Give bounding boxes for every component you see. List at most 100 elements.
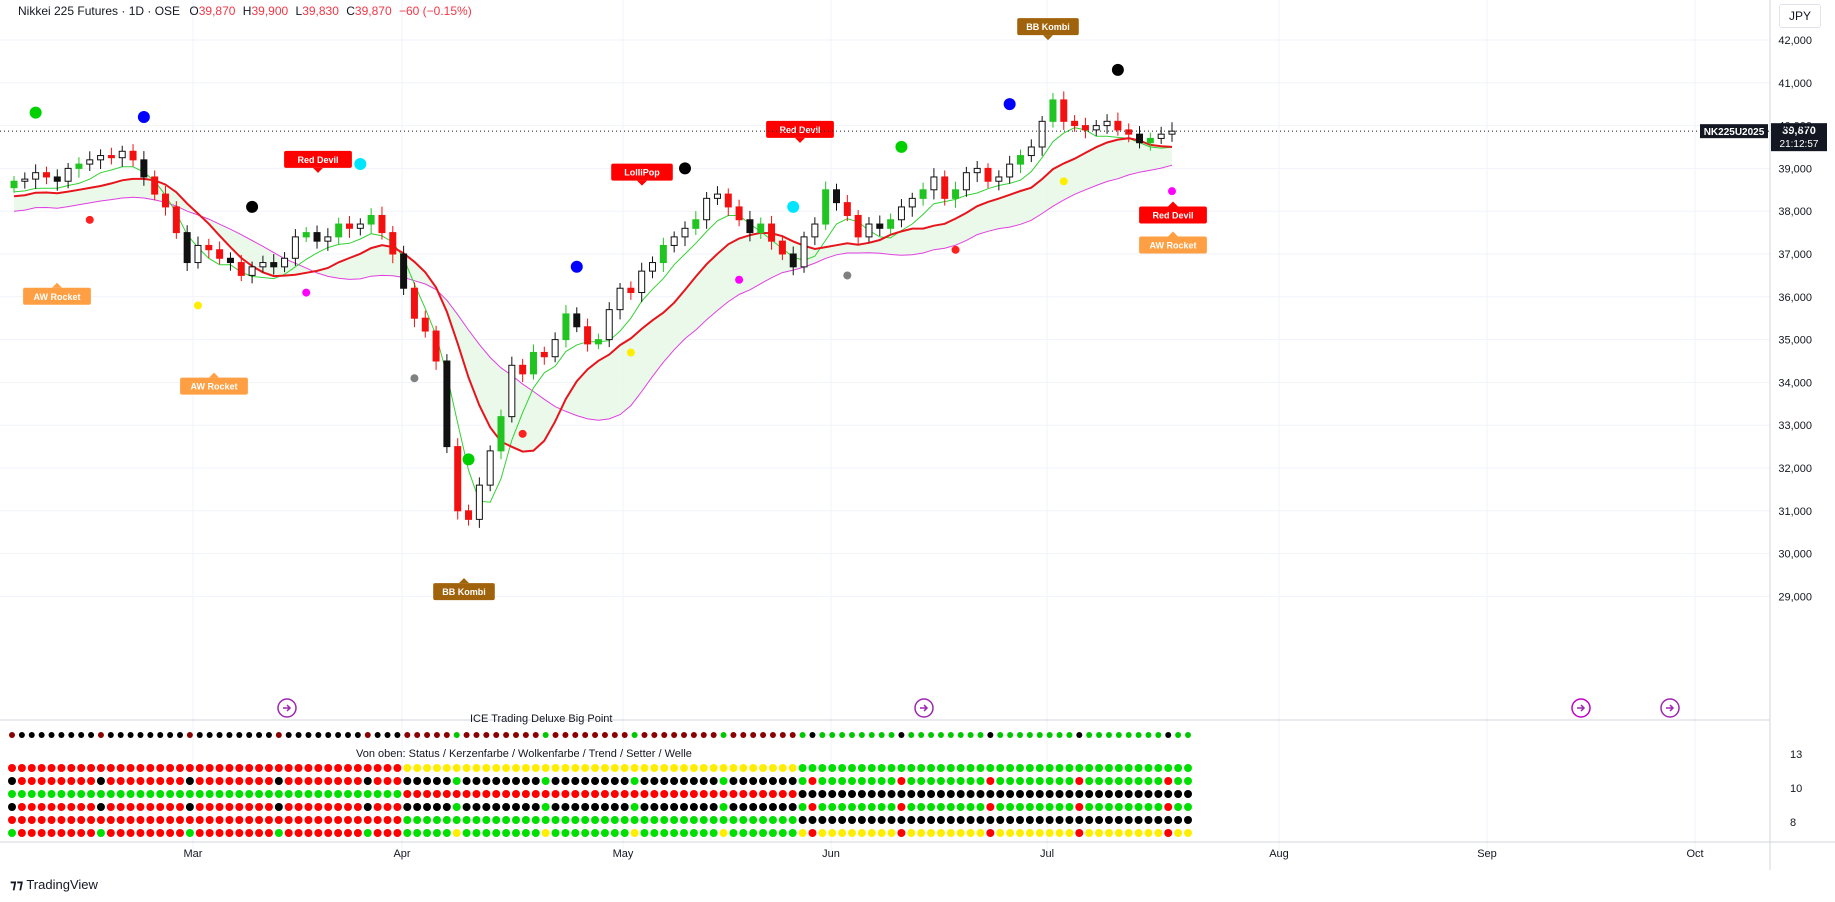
panel-dot	[17, 790, 26, 798]
signal-dot	[518, 429, 527, 438]
panel-dot	[116, 790, 125, 798]
panel-dot	[532, 732, 539, 738]
candle-up	[21, 178, 29, 182]
price-tick-label: 29,000	[1778, 591, 1812, 603]
panel-dot	[413, 829, 422, 837]
panel-dot	[966, 764, 975, 772]
panel-dot	[403, 790, 412, 798]
annotation-pointer	[1043, 35, 1053, 41]
panel-dot	[1055, 829, 1064, 837]
panel-dot	[58, 732, 65, 738]
currency-button[interactable]: JPY	[1779, 4, 1821, 28]
panel-dot	[255, 829, 264, 837]
panel-dot	[946, 803, 955, 811]
panel-dot	[324, 816, 333, 824]
panel-dot	[1184, 777, 1192, 785]
panel-dot	[1104, 803, 1113, 811]
panel-dot	[18, 732, 25, 738]
panel-dot	[1164, 816, 1173, 824]
panel-dot	[452, 764, 461, 772]
panel-dot	[561, 829, 570, 837]
annotation-label: Red Devil	[1152, 210, 1193, 220]
panel-dot	[255, 777, 264, 785]
panel-dot	[630, 803, 639, 811]
panel-dot	[215, 764, 224, 772]
candle-up	[811, 223, 819, 238]
price-tick-label: 34,000	[1778, 377, 1812, 389]
panel-dot	[561, 816, 570, 824]
panel-dot	[27, 803, 36, 811]
panel-dot	[1144, 803, 1153, 811]
panel-dot	[660, 829, 669, 837]
panel-scale-label: 13	[1790, 749, 1802, 761]
candle-up	[952, 189, 960, 199]
panel-dot	[709, 790, 718, 798]
price-tick-label: 32,000	[1778, 463, 1812, 475]
panel-dot	[78, 732, 85, 738]
close-label: C	[346, 4, 355, 18]
panel-dot	[492, 816, 501, 824]
panel-dot	[1165, 732, 1172, 738]
panel-dot	[205, 777, 214, 785]
panel-dot	[996, 829, 1005, 837]
signal-dot	[787, 200, 800, 213]
panel-dot	[966, 816, 975, 824]
panel-dot	[512, 829, 520, 837]
panel-dot	[245, 764, 254, 772]
panel-dot	[264, 777, 273, 785]
panel-dot	[610, 803, 619, 811]
panel-dot	[750, 732, 757, 738]
signal-dot	[1003, 98, 1016, 111]
panel-dot	[87, 816, 96, 824]
panel-dot	[1016, 764, 1024, 772]
panel-dot	[671, 732, 678, 738]
panel-dot	[106, 803, 115, 811]
panel-dot	[17, 764, 26, 772]
panel-dot	[1154, 764, 1163, 772]
panel-dot	[452, 816, 461, 824]
panel-dot	[1026, 732, 1033, 738]
panel-dot	[1124, 816, 1133, 824]
panel-dot	[610, 790, 619, 798]
panel-dot	[621, 732, 628, 738]
annotation-box	[1139, 236, 1207, 254]
event-arrow-icon	[283, 704, 292, 712]
panel-dot	[1035, 829, 1044, 837]
low-label: L	[295, 4, 303, 18]
candle-up	[908, 197, 916, 208]
panel-dot	[610, 829, 619, 837]
candle-up	[1027, 146, 1035, 157]
panel-dot	[582, 732, 589, 738]
panel-dot	[77, 764, 86, 772]
panel-dot	[1085, 816, 1094, 824]
panel-dot	[620, 816, 629, 824]
panel-dot	[235, 790, 244, 798]
panel-dot	[531, 790, 540, 798]
panel-dot	[1124, 777, 1133, 785]
panel-dot	[917, 777, 926, 785]
panel-dot	[1184, 790, 1192, 798]
candle-down	[778, 240, 786, 255]
panel-dot	[334, 816, 343, 824]
panel-dot	[1095, 803, 1104, 811]
panel-dot	[839, 732, 846, 738]
panel-dot	[97, 732, 104, 738]
tradingview-logo[interactable]: ⁊⁊ TradingView	[10, 877, 98, 893]
panel-dot	[1035, 764, 1044, 772]
panel-dot	[670, 764, 679, 772]
panel-dot	[57, 777, 66, 785]
panel-dot	[146, 829, 155, 837]
panel-dot	[650, 777, 659, 785]
panel-dot	[47, 816, 56, 824]
symbol-title[interactable]: Nikkei 225 Futures · 1D · OSE	[18, 4, 181, 18]
panel-dot	[808, 803, 817, 811]
panel-dot	[225, 816, 234, 824]
panel-dot	[413, 790, 422, 798]
panel-dot	[1125, 732, 1132, 738]
panel-dot	[96, 790, 105, 798]
panel-dot	[630, 764, 639, 772]
panel-dot	[17, 777, 26, 785]
panel-dot	[96, 777, 105, 785]
panel-dot	[166, 816, 175, 824]
